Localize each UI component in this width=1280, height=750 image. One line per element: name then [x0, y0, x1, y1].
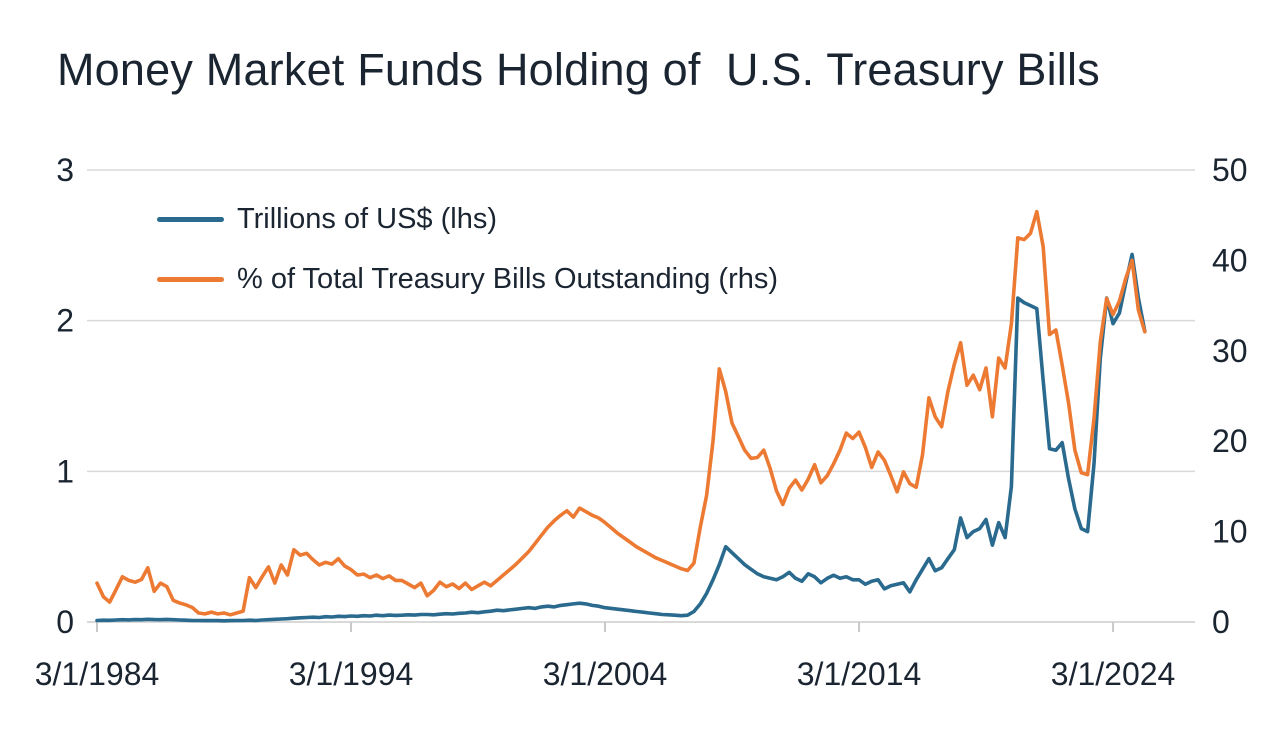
x-axis-label-3/1/2014: 3/1/2014 — [797, 656, 922, 692]
x-axis-label-3/1/2024: 3/1/2024 — [1051, 656, 1176, 692]
legend-label-percent: % of Total Treasury Bills Outstanding (r… — [237, 263, 779, 295]
y-axis-right-label-40: 40 — [1212, 242, 1248, 278]
y-axis-right-label-20: 20 — [1212, 423, 1248, 459]
y-axis-left-label-2: 2 — [56, 303, 74, 339]
x-axis-label-3/1/1984: 3/1/1984 — [35, 656, 160, 692]
legend-item-percent: % of Total Treasury Bills Outstanding (r… — [157, 256, 778, 303]
x-axis-label-3/1/2004: 3/1/2004 — [543, 656, 668, 692]
legend-swatch-trillions-line — [157, 217, 224, 222]
y-axis-right-label-50: 50 — [1212, 152, 1248, 188]
series-line-percent — [95, 209, 1147, 617]
legend-swatch-percent-line — [157, 277, 224, 282]
x-axis-label-3/1/1994: 3/1/1994 — [289, 656, 414, 692]
legend-label-trillions: Trillions of US$ (lhs) — [237, 203, 497, 235]
y-axis-left-label-1: 1 — [56, 453, 74, 489]
chart-title: Money Market Funds Holding of U.S. Treas… — [57, 44, 1100, 95]
y-axis-right-label-30: 30 — [1212, 333, 1248, 369]
legend-item-trillions: Trillions of US$ (lhs) — [157, 196, 778, 243]
y-axis-right-label-10: 10 — [1212, 514, 1248, 550]
y-axis-left-label-0: 0 — [56, 604, 74, 640]
chart-legend: Trillions of US$ (lhs) % of Total Treasu… — [157, 196, 778, 303]
y-axis-left-label-3: 3 — [56, 152, 74, 188]
y-axis-right-label-0: 0 — [1212, 604, 1230, 640]
series-line-trillions — [95, 252, 1147, 623]
